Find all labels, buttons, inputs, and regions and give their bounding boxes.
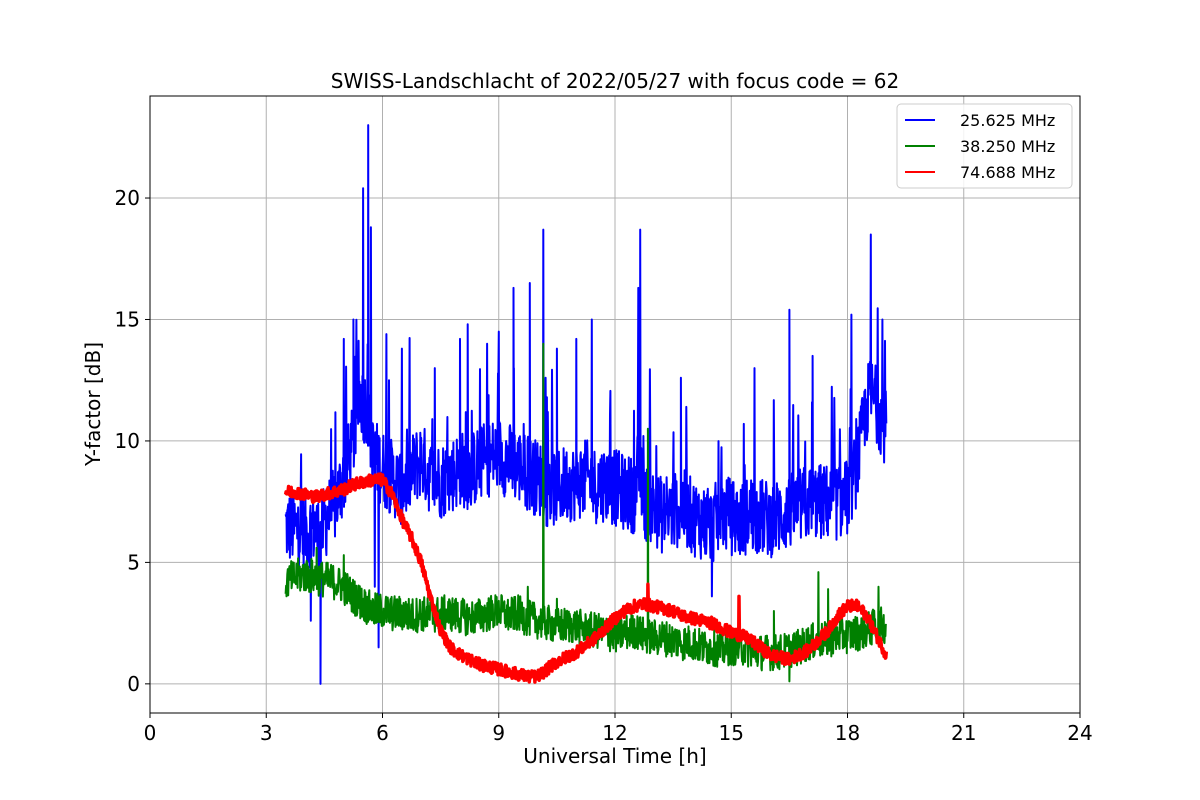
x-tick-label: 3 <box>260 721 273 745</box>
y-tick-label: 15 <box>115 307 140 331</box>
legend: 25.625 MHz 38.250 MHz 74.688 MHz <box>896 103 1073 189</box>
series-line-1 <box>284 124 888 685</box>
y-axis-label: Y-factor [dB] <box>81 342 105 467</box>
ticks: 0 3 6 9 12 15 18 21 24 0 5 10 15 20 <box>115 186 1093 745</box>
x-tick-label: 18 <box>835 721 860 745</box>
legend-label: 38.250 MHz <box>960 137 1055 156</box>
chart-title: SWISS-Landschlacht of 2022/05/27 with fo… <box>331 69 899 93</box>
y-tick-label: 10 <box>115 429 140 453</box>
y-tick-label: 5 <box>127 550 140 574</box>
x-tick-label: 6 <box>376 721 389 745</box>
series-line-3 <box>283 472 889 684</box>
x-axis-label: Universal Time [h] <box>523 744 706 768</box>
x-tick-label: 21 <box>951 721 976 745</box>
y-tick-label: 20 <box>115 186 140 210</box>
legend-box <box>896 103 1073 189</box>
x-tick-label: 9 <box>492 721 505 745</box>
x-tick-label: 12 <box>602 721 627 745</box>
y-tick-label: 0 <box>127 672 140 696</box>
x-tick-label: 0 <box>144 721 157 745</box>
x-tick-label: 24 <box>1067 721 1092 745</box>
legend-label: 25.625 MHz <box>960 111 1055 130</box>
x-tick-label: 15 <box>719 721 744 745</box>
series-layer <box>283 124 889 685</box>
legend-label: 74.688 MHz <box>960 163 1055 182</box>
